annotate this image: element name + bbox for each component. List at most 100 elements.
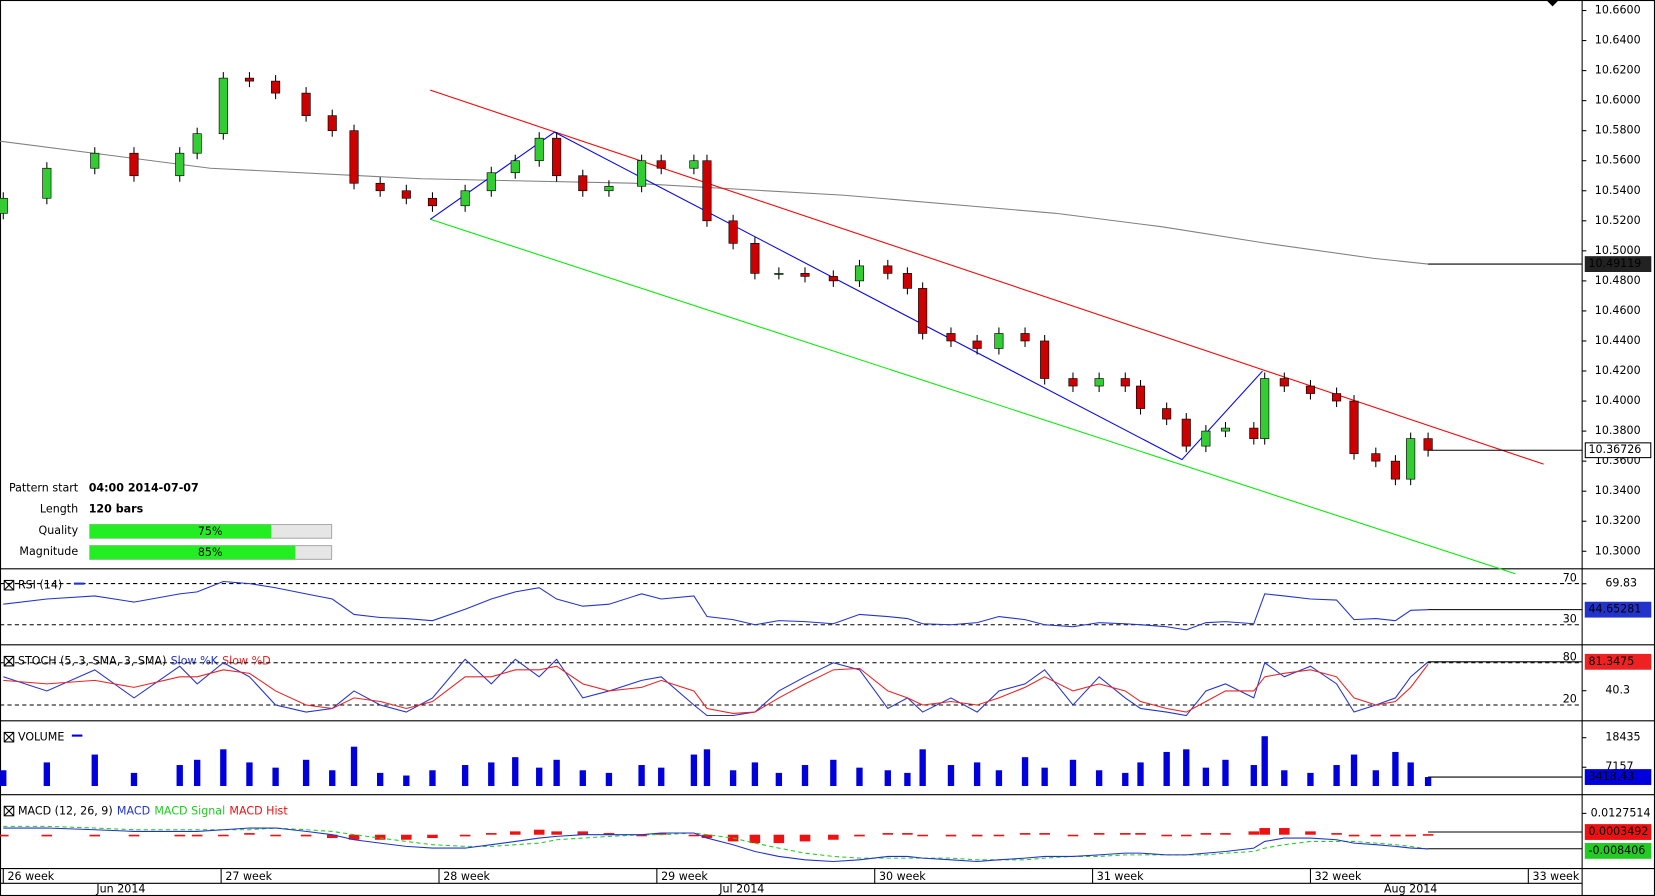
candle-body [800,273,810,277]
value-box-label: 81.3475 [1588,655,1634,668]
candle-body [218,77,228,135]
macd-hist-bar [1093,833,1105,835]
volume-bar [658,767,665,786]
volume-bar [461,765,469,786]
candle-body [42,167,52,199]
y-tick-label: 10.6000 [1595,94,1641,107]
volume-bar [638,765,645,786]
month-label: Jun 2014 [95,883,145,896]
value-box-label: 3418.43 [1588,770,1634,783]
candle-body [902,273,912,289]
menu-marker[interactable] [1546,0,1559,7]
gauge-label: 75% [198,525,223,538]
pattern-label: Length [40,503,78,516]
candle-body [728,220,738,244]
macd-hist-bar [701,834,713,839]
macd-hist-bar [1067,834,1079,837]
x-tick-label: 33 week [1533,870,1580,883]
candle-body [129,152,139,177]
candle-body [1406,438,1416,480]
volume-bar [176,765,183,786]
panel-title: VOLUME [18,731,64,744]
volume-bar [272,767,279,786]
panel-toggle-cross [3,805,15,817]
volume-bar [1281,770,1288,786]
y-tick-label: 40.3 [1605,684,1630,697]
candle-body [175,152,185,177]
candle-body [1020,333,1030,342]
x-tick-label: 31 week [1097,870,1144,883]
x-tick-label: 29 week [661,870,708,883]
macd-hist-bar [749,834,761,844]
candle-body [244,77,254,82]
trend-line [430,218,1516,575]
volume-bar [703,749,711,786]
volume-bar [579,770,586,786]
macd-hist-bar [688,834,700,837]
volume-bar [536,767,543,786]
value-box-label: 0.0003492 [1588,825,1648,838]
volume-bar [1307,772,1314,786]
macd-hist-bar [486,833,497,835]
level-label: 80 [1563,650,1577,663]
candle-body [1068,378,1078,387]
candle-body [1120,378,1130,387]
value-box [1584,769,1652,785]
volume-bar [1202,767,1210,786]
macd-hist-bar [1348,834,1360,837]
candle-body [1260,378,1270,439]
macd-hist-bar [1370,834,1382,837]
macd-hist-bar [218,834,229,837]
macd-hist-bar [1119,833,1131,835]
macd-hist-bar [636,834,647,837]
volume-bar [1095,770,1103,786]
volume-bar [1041,767,1048,786]
volume-bar [1407,762,1414,786]
candle-body [1181,418,1191,447]
volume-bar [729,770,737,786]
value-box-label: 44.65281 [1588,603,1641,616]
legend-entry: MACD Hist [229,805,288,818]
volume-bar [220,749,227,786]
volume-bar [1333,765,1340,786]
panel-title: STOCH (5, 3, SMA, 3, SMA) Slow %K Slow %D [18,655,271,668]
macd-hist-bar [603,833,615,835]
y-tick-label: 10.5600 [1595,154,1641,167]
candle-body [689,160,699,169]
volume-bar [377,772,384,786]
y-tick-label: 10.6200 [1595,64,1641,77]
volume-bar [1163,751,1170,786]
indicator-line [3,580,1429,631]
volume-bar [488,762,495,786]
pattern-value: 120 bars [89,503,144,516]
volume-bar [1137,762,1144,786]
volume-bar [246,762,253,786]
macd-hist-bar [244,833,255,835]
y-tick-label: 10.3800 [1595,424,1641,437]
candle-body [1040,340,1050,379]
pattern-label: Pattern start [9,482,79,495]
volume-bar [751,762,759,786]
candle-body [271,80,281,94]
moving-average [0,140,1429,265]
volume-bar [919,749,926,786]
volume-bar [830,759,837,786]
y-tick-label: 10.3000 [1595,544,1641,557]
macd-hist-bar [427,834,438,839]
y-tick-label: 10.4200 [1595,364,1641,377]
candle-body [427,197,438,207]
candle-body [1249,427,1259,439]
volume-bar [91,754,98,786]
macd-hist-bar [1405,834,1416,837]
volume-bar [1350,754,1358,786]
macd-hist-bar [945,834,957,837]
candle-body [1332,393,1342,402]
macd-hist-bar [401,834,412,840]
candle-body [918,288,928,334]
y-tick-label: 10.3200 [1595,514,1641,527]
volume-bar [350,746,358,786]
volume-bar [801,765,809,786]
candle-body [578,175,588,192]
macd-hist-bar [1390,834,1401,837]
